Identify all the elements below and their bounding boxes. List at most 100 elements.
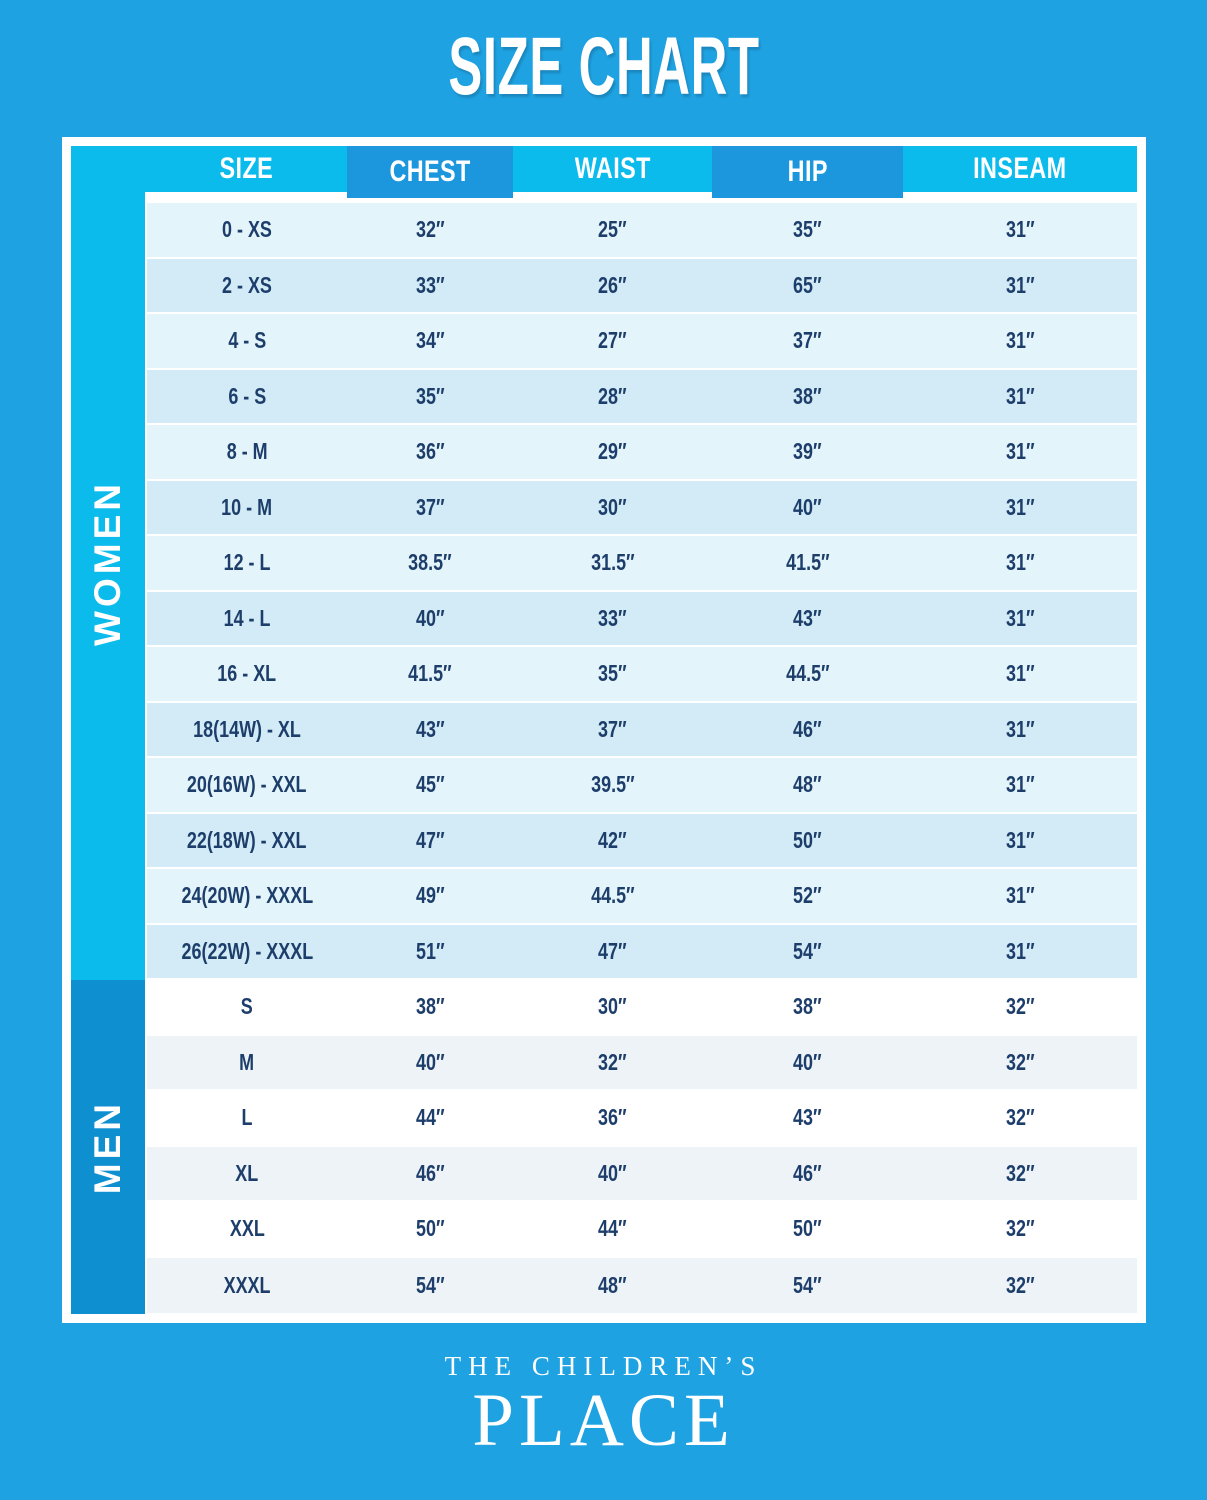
- cell-value: 27″: [598, 327, 627, 354]
- cell-value: 31″: [1005, 493, 1035, 520]
- cell-value: 31″: [1005, 438, 1035, 465]
- measurement-cell: 44.5″: [712, 647, 903, 701]
- cell-value: 31″: [1005, 271, 1035, 298]
- measurement-cell: 44.5″: [513, 869, 712, 923]
- size-cell: 14 - L: [147, 592, 347, 646]
- measurement-cell: 31″: [903, 758, 1137, 812]
- measurement-cell: 46″: [712, 1147, 903, 1201]
- size-cell: L: [147, 1091, 347, 1145]
- cell-value: 43″: [793, 604, 822, 631]
- measurement-cell: 28″: [513, 370, 712, 424]
- cell-value: 32″: [1005, 1271, 1035, 1298]
- header-waist-label: WAIST: [574, 152, 651, 185]
- table-row: 6 - S 35″ 28″ 38″ 31″: [147, 369, 1137, 425]
- size-cell: 22(18W) - XXL: [147, 814, 347, 868]
- cell-value: 8 - M: [226, 438, 268, 465]
- cell-value: 48″: [598, 1271, 627, 1298]
- cell-value: 6 - S: [228, 382, 266, 409]
- table-row: XXXL 54″ 48″ 54″ 32″: [147, 1257, 1137, 1314]
- cell-value: 43″: [415, 715, 445, 742]
- cell-value: 32″: [1005, 1048, 1035, 1075]
- cell-value: XXL: [229, 1215, 265, 1242]
- cell-value: 30″: [598, 493, 627, 520]
- measurement-cell: 31″: [903, 425, 1137, 479]
- cell-value: 36″: [598, 1104, 627, 1131]
- table-row: 24(20W) - XXXL 49″ 44.5″ 52″ 31″: [147, 869, 1137, 925]
- measurement-cell: 40″: [347, 1036, 513, 1090]
- cell-value: 40″: [793, 1048, 822, 1075]
- measurement-cell: 27″: [513, 314, 712, 368]
- cell-value: 4 - S: [228, 327, 266, 354]
- brand-logo: THE CHILDREN’S PLACE: [0, 1351, 1207, 1457]
- cell-value: 52″: [793, 882, 822, 909]
- cell-value: 40″: [793, 493, 822, 520]
- cell-value: 14 - L: [223, 604, 271, 631]
- measurement-cell: 38″: [712, 370, 903, 424]
- cell-value: 36″: [415, 438, 445, 465]
- cell-value: 44″: [415, 1104, 445, 1131]
- measurement-cell: 54″: [712, 925, 903, 979]
- measurement-cell: 46″: [347, 1147, 513, 1201]
- cell-value: 31″: [1005, 660, 1035, 687]
- measurement-cell: 32″: [903, 1147, 1137, 1201]
- cell-value: 37″: [793, 327, 822, 354]
- measurement-cell: 49″: [347, 869, 513, 923]
- measurement-cell: 42″: [513, 814, 712, 868]
- cell-value: 44″: [598, 1215, 627, 1242]
- measurement-cell: 32″: [513, 1036, 712, 1090]
- page-title: SIZE CHART: [0, 26, 1207, 108]
- table-row: 22(18W) - XXL 47″ 42″ 50″ 31″: [147, 813, 1137, 869]
- size-table: WOMEN MEN SIZE CHEST WAIST HIP: [71, 146, 1137, 1314]
- cell-value: L: [241, 1104, 253, 1131]
- size-cell: 24(20W) - XXXL: [147, 869, 347, 923]
- table-row: XL 46″ 40″ 46″ 32″: [147, 1146, 1137, 1202]
- size-cell: XL: [147, 1147, 347, 1201]
- page-title-text: SIZE CHART: [447, 21, 760, 112]
- measurement-cell: 43″: [347, 703, 513, 757]
- cell-value: 39″: [793, 438, 822, 465]
- header-size: SIZE: [145, 146, 347, 192]
- measurement-cell: 51″: [347, 925, 513, 979]
- size-cell: M: [147, 1036, 347, 1090]
- measurement-cell: 36″: [513, 1091, 712, 1145]
- cell-value: 54″: [793, 937, 822, 964]
- cell-value: 50″: [793, 826, 822, 853]
- measurement-cell: 43″: [712, 592, 903, 646]
- cell-value: 37″: [598, 715, 627, 742]
- cell-value: 39.5″: [590, 771, 635, 798]
- measurement-cell: 33″: [347, 259, 513, 313]
- size-cell: 8 - M: [147, 425, 347, 479]
- measurement-cell: 38″: [712, 980, 903, 1034]
- cell-value: 26″: [598, 271, 627, 298]
- measurement-cell: 40″: [712, 481, 903, 535]
- measurement-cell: 32″: [903, 1258, 1137, 1314]
- measurement-cell: 35″: [712, 203, 903, 257]
- cell-value: 31″: [1005, 771, 1035, 798]
- measurement-cell: 35″: [347, 370, 513, 424]
- men-section-label: MEN: [87, 1099, 128, 1195]
- measurement-cell: 31″: [903, 370, 1137, 424]
- header-chest: CHEST: [347, 146, 513, 198]
- cell-value: 32″: [1005, 993, 1035, 1020]
- size-cell: 26(22W) - XXXL: [147, 925, 347, 979]
- header-chest-label: CHEST: [389, 155, 471, 188]
- measurement-cell: 50″: [712, 814, 903, 868]
- measurement-cell: 35″: [513, 647, 712, 701]
- measurement-cell: 25″: [513, 203, 712, 257]
- cell-value: 41.5″: [785, 549, 830, 576]
- header-corner-spacer: [71, 146, 145, 192]
- measurement-cell: 37″: [513, 703, 712, 757]
- cell-value: 38″: [793, 993, 822, 1020]
- cell-value: 25″: [598, 216, 627, 243]
- measurement-cell: 46″: [712, 703, 903, 757]
- cell-value: 12 - L: [223, 549, 271, 576]
- table-row: 14 - L 40″ 33″ 43″ 31″: [147, 591, 1137, 647]
- table-row: 18(14W) - XL 43″ 37″ 46″ 31″: [147, 702, 1137, 758]
- measurement-cell: 31″: [903, 703, 1137, 757]
- cell-value: 30″: [598, 993, 627, 1020]
- size-cell: 0 - XS: [147, 203, 347, 257]
- size-cell: 10 - M: [147, 481, 347, 535]
- table-row: 16 - XL 41.5″ 35″ 44.5″ 31″: [147, 647, 1137, 703]
- cell-value: 38″: [793, 382, 822, 409]
